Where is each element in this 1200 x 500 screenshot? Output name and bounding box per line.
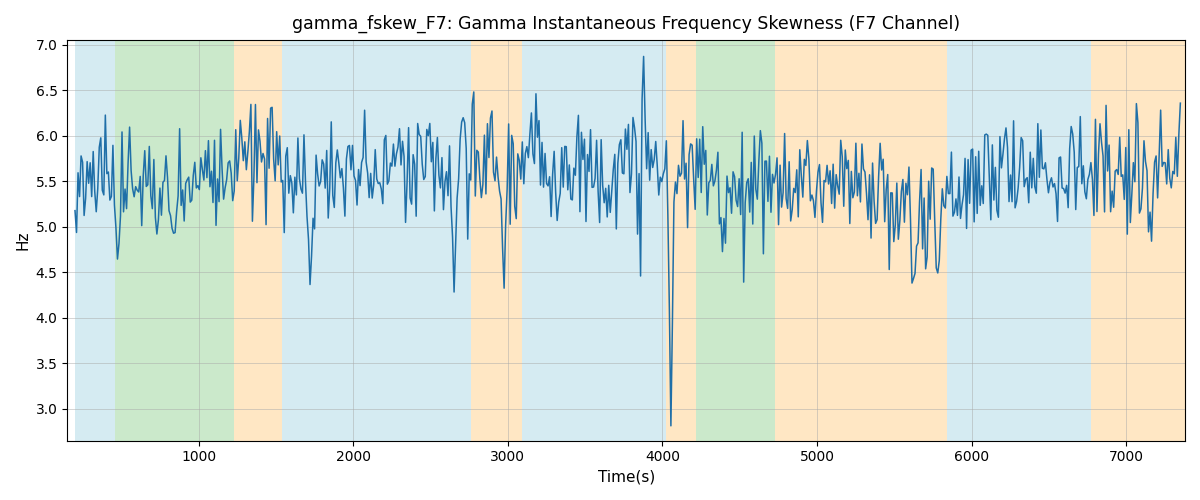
Bar [115, 40, 234, 440]
Bar [666, 40, 696, 440]
Bar [696, 40, 775, 440]
Bar [76, 40, 115, 440]
X-axis label: Time(s): Time(s) [598, 470, 655, 485]
Bar [1091, 40, 1184, 440]
Y-axis label: Hz: Hz [16, 230, 30, 250]
Bar [282, 40, 470, 440]
Bar [775, 40, 947, 440]
Bar [522, 40, 666, 440]
Title: gamma_fskew_F7: Gamma Instantaneous Frequency Skewness (F7 Channel): gamma_fskew_F7: Gamma Instantaneous Freq… [292, 15, 960, 34]
Bar [470, 40, 522, 440]
Bar [234, 40, 282, 440]
Bar [947, 40, 1091, 440]
